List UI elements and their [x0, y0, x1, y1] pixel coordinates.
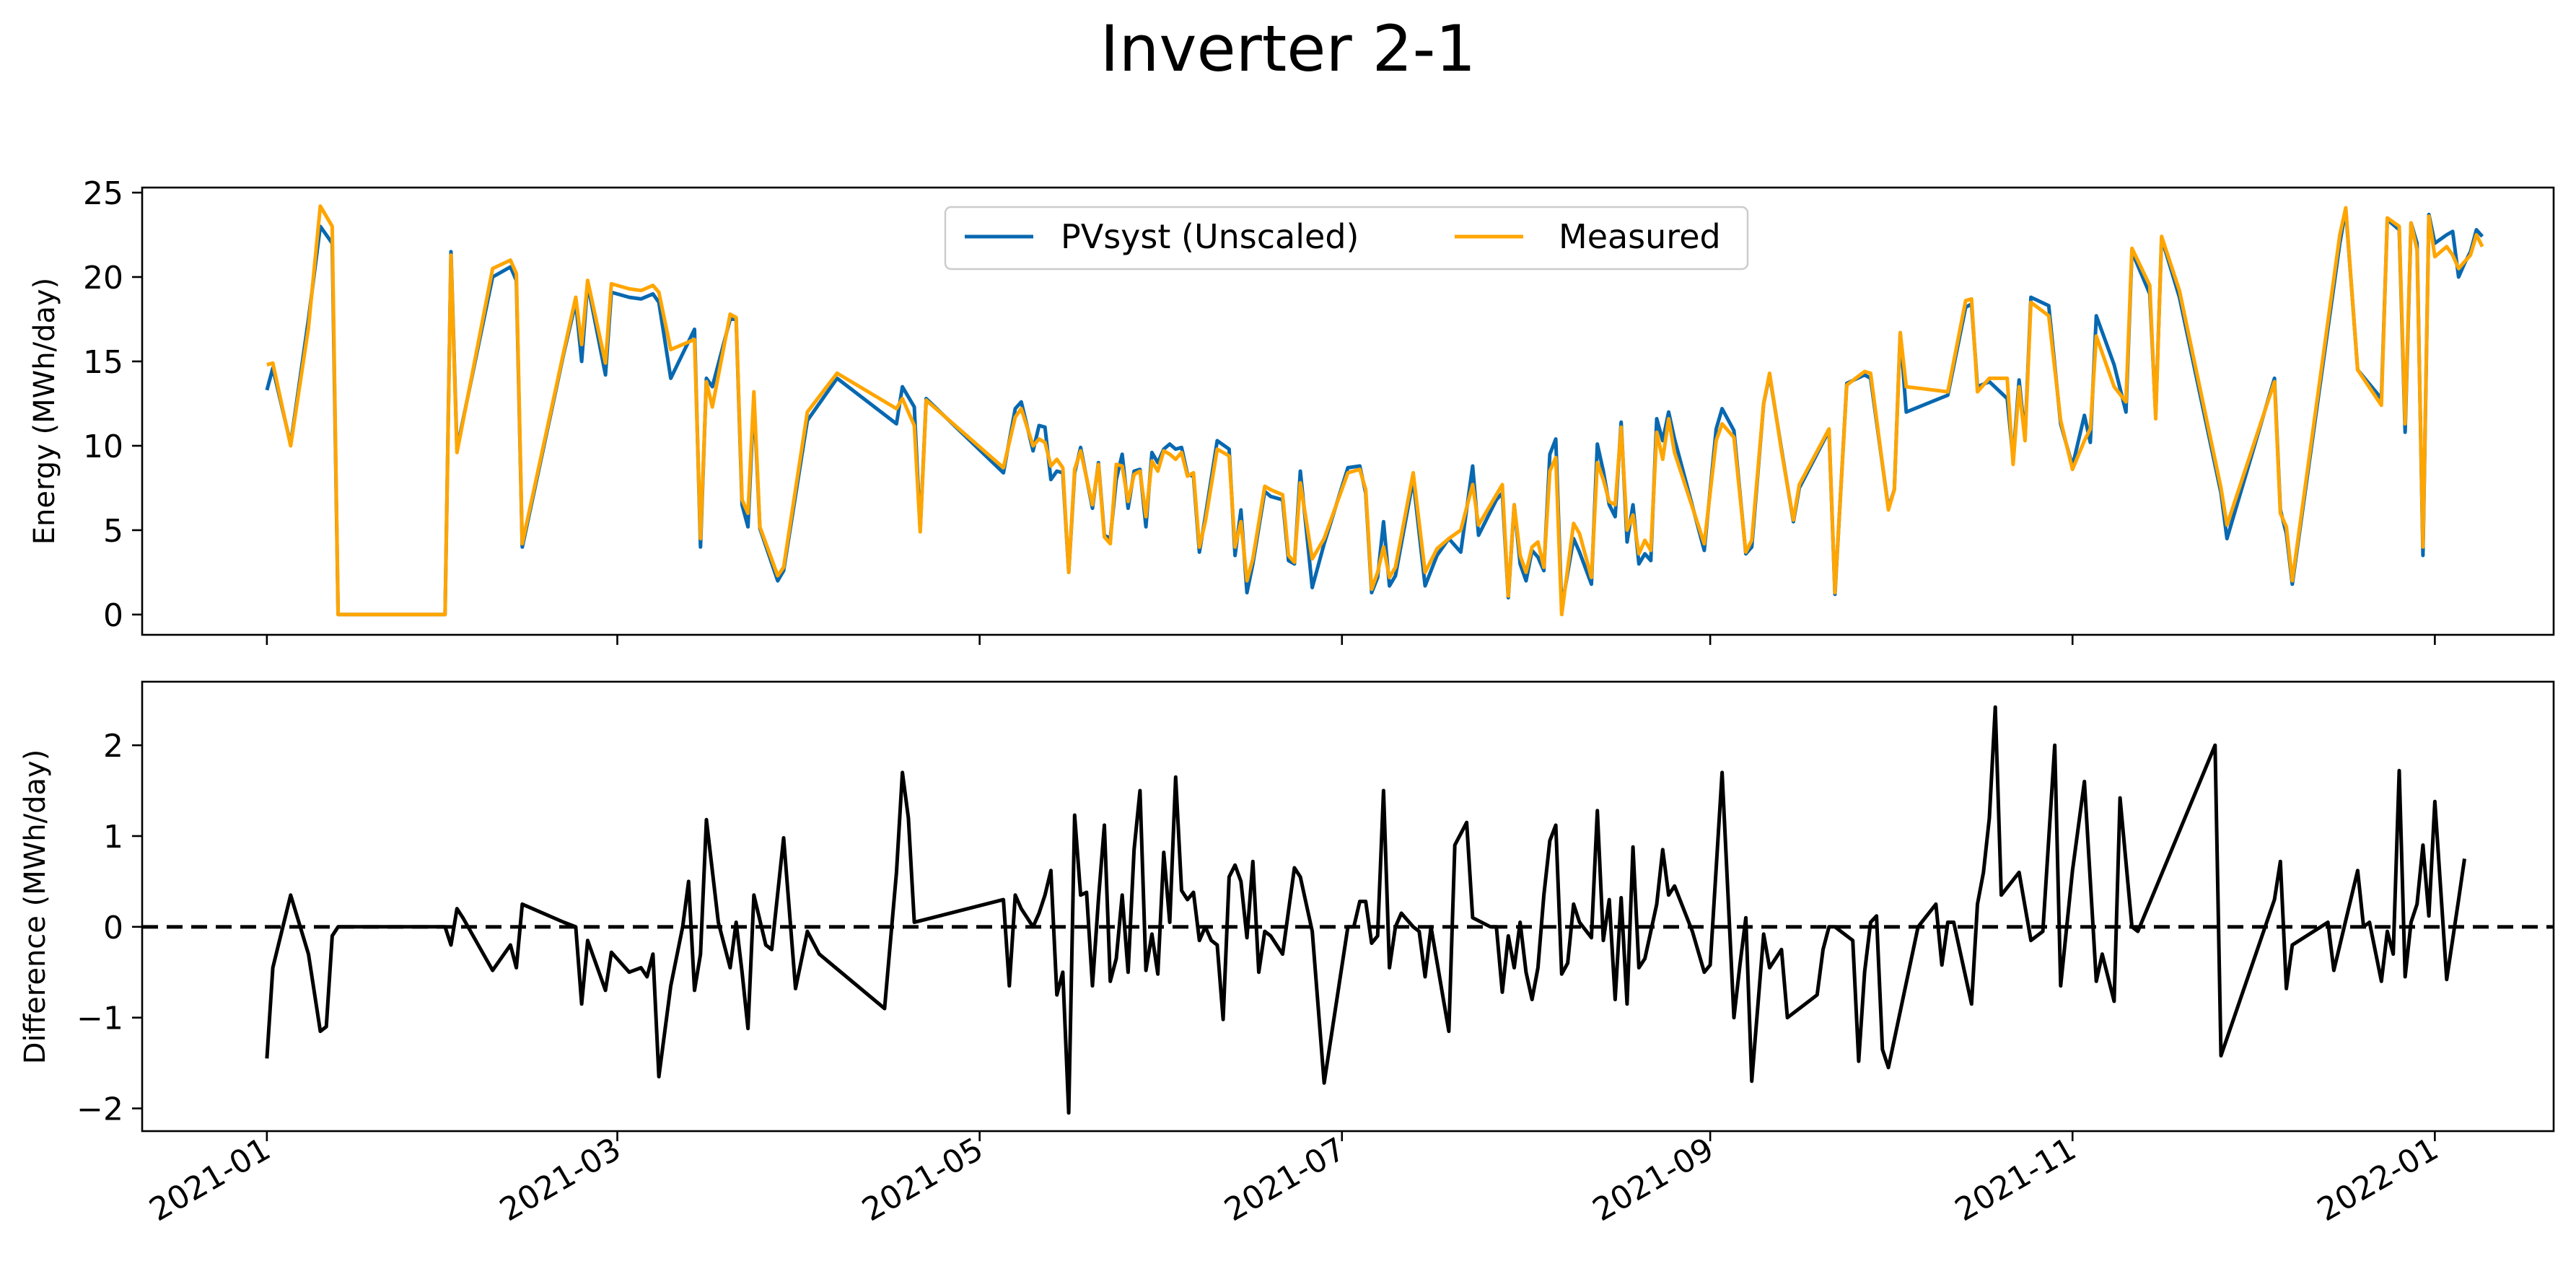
energy-y-tick-label: 25: [83, 175, 123, 212]
energy-y-tick-label: 0: [103, 597, 123, 634]
difference-y-axis-label: Difference (MWh/day): [19, 750, 52, 1065]
difference-y-tick-label: 1: [103, 819, 123, 856]
energy-y-tick-label: 20: [83, 260, 123, 296]
series-line-measured: [266, 204, 2484, 617]
energy-panel: 0 5 10 15 20 25 Energy (MWh/day) PVsyst (Unsc…: [28, 175, 2555, 645]
legend-label-pvsyst: PVsyst (Unscaled): [1061, 217, 1359, 256]
difference-y-tick-label: 2: [103, 728, 123, 765]
difference-axes-frame: [141, 680, 2555, 1133]
energy-axes-frame: [141, 186, 2555, 636]
series-line-difference: [265, 705, 2466, 1115]
legend-box: [944, 206, 1749, 271]
energy-y-tick-label: 15: [83, 344, 123, 381]
difference-y-tick-label: 0: [103, 910, 123, 946]
legend-label-measured: Measured: [1559, 217, 1721, 256]
difference-y-tick-label: −1: [76, 1001, 123, 1037]
figure-title: Inverter 2-1: [1100, 12, 1476, 86]
energy-y-axis-label: Energy (MWh/day): [28, 278, 61, 545]
difference-y-tick-label: −2: [76, 1091, 123, 1128]
energy-y-tick-label: 5: [103, 513, 123, 550]
energy-legend: PVsyst (Unscaled) Measured: [944, 206, 1749, 271]
energy-y-tick-label: 10: [83, 428, 123, 465]
